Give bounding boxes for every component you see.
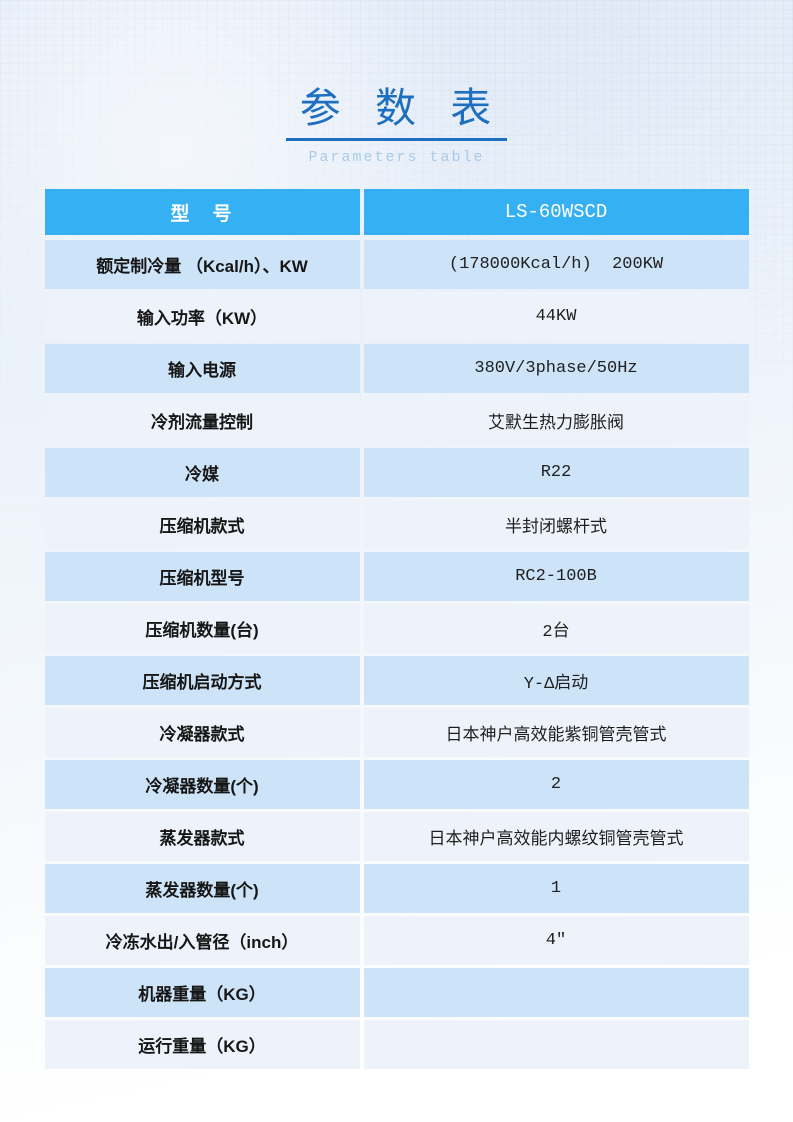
param-value-cell: 1	[363, 864, 749, 913]
table-row: 冷媒 R22	[44, 448, 749, 497]
table-header-model-value: LS-60WSCD	[363, 189, 749, 235]
param-name-cell: 压缩机型号	[44, 552, 360, 601]
param-name-cell: 压缩机数量(台)	[44, 604, 360, 653]
table-row: 压缩机款式 半封闭螺杆式	[44, 500, 749, 549]
table-row: 蒸发器款式 日本神户高效能内螺纹铜管壳管式	[44, 812, 749, 861]
param-value-cell	[363, 968, 749, 1017]
table-row: 冷冻水出/入管径（inch） 4″	[44, 916, 749, 965]
param-value-cell: (178000Kcal/h) 200KW	[363, 240, 749, 289]
table-row: 压缩机数量(台) 2台	[44, 604, 749, 653]
param-value-cell: 艾默生热力膨胀阀	[363, 396, 749, 445]
param-name-cell: 冷凝器数量(个)	[44, 760, 360, 809]
param-value-cell: Y-Δ启动	[363, 656, 749, 705]
param-name-cell: 输入电源	[44, 344, 360, 393]
param-name-cell: 机器重量（KG）	[44, 968, 360, 1017]
table-row: 输入功率（KW） 44KW	[44, 292, 749, 341]
table-row: 额定制冷量 （Kcal/h）、KW (178000Kcal/h) 200KW	[44, 240, 749, 289]
param-name-cell: 蒸发器数量(个)	[44, 864, 360, 913]
page-subtitle: Parameters table	[308, 149, 485, 166]
param-value-cell: 日本神户高效能紫铜管壳管式	[363, 708, 749, 757]
param-name-cell: 冷媒	[44, 448, 360, 497]
param-value-cell: 2	[363, 760, 749, 809]
param-value-cell: 2台	[363, 604, 749, 653]
param-name-cell: 压缩机启动方式	[44, 656, 360, 705]
page-title: 参 数 表	[285, 74, 508, 141]
table-row: 输入电源 380V/3phase/50Hz	[44, 344, 749, 393]
table-row: 压缩机型号 RC2-100B	[44, 552, 749, 601]
param-value-cell: 日本神户高效能内螺纹铜管壳管式	[363, 812, 749, 861]
table-row: 冷凝器款式 日本神户高效能紫铜管壳管式	[44, 708, 749, 757]
table-row: 蒸发器数量(个) 1	[44, 864, 749, 913]
param-name-cell: 蒸发器款式	[44, 812, 360, 861]
param-value-cell: 4″	[363, 916, 749, 965]
table-row: 冷剂流量控制 艾默生热力膨胀阀	[44, 396, 749, 445]
table-row: 压缩机启动方式 Y-Δ启动	[44, 656, 749, 705]
param-name-cell: 压缩机款式	[44, 500, 360, 549]
table-header-row: 型 号 LS-60WSCD	[44, 189, 749, 235]
param-name-cell: 额定制冷量 （Kcal/h）、KW	[44, 240, 360, 289]
param-value-cell: 半封闭螺杆式	[363, 500, 749, 549]
document-page: 参 数 表 Parameters table 型 号 LS-60WSCD 额定制…	[0, 74, 793, 1069]
param-value-cell: RC2-100B	[363, 552, 749, 601]
param-name-cell: 运行重量（KG）	[44, 1020, 360, 1069]
table-row: 机器重量（KG）	[44, 968, 749, 1017]
param-value-cell: 44KW	[363, 292, 749, 341]
param-value-cell	[363, 1020, 749, 1069]
param-name-cell: 冷凝器款式	[44, 708, 360, 757]
param-name-cell: 冷剂流量控制	[44, 396, 360, 445]
param-name-cell: 输入功率（KW）	[44, 292, 360, 341]
table-row: 运行重量（KG）	[44, 1020, 749, 1069]
table-row: 冷凝器数量(个) 2	[44, 760, 749, 809]
param-name-cell: 冷冻水出/入管径（inch）	[44, 916, 360, 965]
param-value-cell: R22	[363, 448, 749, 497]
title-block: 参 数 表 Parameters table	[0, 74, 793, 166]
param-value-cell: 380V/3phase/50Hz	[363, 344, 749, 393]
spec-table: 型 号 LS-60WSCD 额定制冷量 （Kcal/h）、KW (178000K…	[44, 189, 749, 1069]
table-header-model-label: 型 号	[44, 189, 360, 235]
